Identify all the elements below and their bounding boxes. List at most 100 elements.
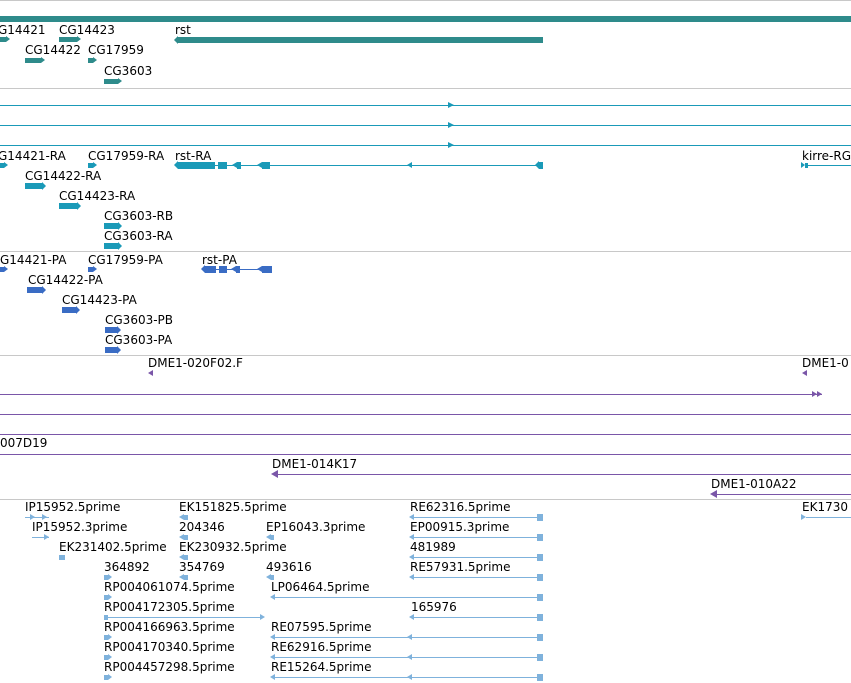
est-block[interactable] (59, 555, 65, 560)
gene-feature[interactable] (104, 79, 118, 84)
arrow-left-icon (407, 654, 412, 660)
arrow-right-icon (108, 594, 112, 600)
exon-block[interactable] (205, 266, 216, 273)
arrow-right-icon (30, 514, 35, 520)
clone-label: DME1-010A22 (711, 477, 797, 491)
transcript-feature[interactable] (25, 183, 42, 189)
transcript-line[interactable] (0, 145, 851, 146)
arrow-right-icon (817, 391, 822, 397)
est-line[interactable] (108, 617, 260, 618)
est-line[interactable] (414, 577, 539, 578)
est-block[interactable] (537, 654, 543, 661)
track-separator (0, 0, 851, 1)
arrow-right-icon (42, 286, 46, 294)
est-block[interactable] (271, 575, 274, 580)
est-block[interactable] (104, 595, 108, 600)
arrow-left-icon (407, 634, 412, 640)
est-block[interactable] (537, 674, 543, 681)
transcript-line[interactable] (0, 125, 851, 126)
transcript-label: CG14422-RA (25, 169, 102, 183)
est-label: RP004061074.5prime (104, 580, 235, 594)
clone-line[interactable] (0, 394, 822, 395)
protein-feature[interactable] (27, 287, 42, 293)
protein-label: CG14422-PA (28, 273, 103, 287)
est-label: RE57931.5prime (410, 560, 511, 574)
est-block[interactable] (104, 655, 108, 660)
clone-line[interactable] (0, 434, 851, 435)
arrow-left-icon (409, 514, 414, 520)
est-line[interactable] (414, 617, 539, 618)
arrow-right-icon (448, 102, 454, 108)
transcript-feature[interactable] (0, 163, 4, 168)
exon-block[interactable] (218, 162, 227, 169)
protein-feature[interactable] (62, 307, 76, 313)
exon-block[interactable] (262, 162, 270, 169)
protein-feature[interactable] (105, 327, 117, 333)
protein-label: rst-PA (202, 253, 237, 267)
gene-feature[interactable] (0, 37, 6, 42)
transcript-feature[interactable] (59, 203, 77, 209)
est-block[interactable] (537, 534, 543, 541)
est-line[interactable] (414, 517, 539, 518)
protein-feature[interactable] (0, 267, 4, 272)
exon-block[interactable] (237, 162, 241, 169)
est-line[interactable] (25, 517, 49, 518)
transcript-feature[interactable] (104, 223, 118, 229)
transcript-feature[interactable] (88, 163, 93, 168)
arrow-left-icon (266, 574, 271, 580)
est-block[interactable] (184, 535, 188, 540)
est-block[interactable] (184, 575, 188, 580)
transcript-label: CG14423-RA (59, 189, 136, 203)
est-block[interactable] (271, 535, 274, 540)
exon-block[interactable] (805, 163, 808, 168)
gene-track: G14421 CG14423 rst CG14422 CG17959 CG360… (0, 0, 851, 88)
transcript-label: G14421-RA (0, 149, 66, 163)
clone-line[interactable] (0, 454, 851, 455)
exon-block[interactable] (236, 266, 240, 273)
est-block[interactable] (104, 615, 108, 620)
transcript-line[interactable] (0, 105, 851, 106)
est-label: EK231402.5prime (59, 540, 167, 554)
est-block[interactable] (104, 575, 108, 580)
exon-block[interactable] (178, 162, 215, 169)
exon-block[interactable] (539, 162, 543, 169)
est-line[interactable] (414, 557, 539, 558)
est-line[interactable] (806, 517, 851, 518)
clone-line[interactable] (717, 494, 851, 495)
est-track: IP15952.5prime EK151825.5prime RE62316.5… (0, 499, 851, 683)
est-block[interactable] (537, 554, 543, 561)
gene-feature[interactable] (88, 58, 93, 63)
est-label: RP004172305.5prime (104, 600, 235, 614)
est-block[interactable] (537, 514, 543, 521)
est-block[interactable] (537, 574, 543, 581)
exon-block[interactable] (219, 266, 227, 273)
exon-block[interactable] (262, 266, 272, 273)
arrow-right-icon (6, 36, 10, 42)
est-block[interactable] (537, 594, 543, 601)
est-block[interactable] (537, 614, 543, 621)
est-block[interactable] (104, 675, 108, 680)
est-label: IP15952.5prime (25, 500, 121, 514)
est-block[interactable] (104, 635, 108, 640)
gene-feature[interactable] (59, 37, 77, 42)
est-block[interactable] (184, 515, 188, 520)
est-line[interactable] (414, 537, 539, 538)
est-label: RE62916.5prime (271, 640, 372, 654)
est-line[interactable] (32, 537, 49, 538)
protein-feature[interactable] (88, 267, 93, 272)
est-block[interactable] (184, 555, 188, 560)
est-block[interactable] (537, 634, 543, 641)
gene-label: CG14422 (25, 43, 81, 57)
arrow-right-icon (448, 142, 454, 148)
transcript-feature[interactable] (104, 243, 118, 249)
arrow-left-icon (409, 554, 414, 560)
gene-feature[interactable] (25, 58, 41, 63)
est-line[interactable] (275, 597, 539, 598)
gene-feature[interactable] (178, 37, 543, 43)
protein-label: CG14423-PA (62, 293, 137, 307)
clone-line[interactable] (278, 474, 851, 475)
clone-line[interactable] (0, 414, 851, 415)
protein-feature[interactable] (105, 347, 117, 353)
protein-label: CG3603-PB (105, 313, 174, 327)
clone-label: DME1-020F02.F (148, 356, 243, 370)
